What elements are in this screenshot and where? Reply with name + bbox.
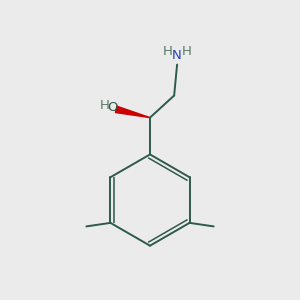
Text: H: H (163, 45, 173, 58)
Polygon shape (116, 106, 150, 118)
Text: N: N (172, 49, 182, 62)
Text: H: H (100, 99, 110, 112)
Text: H: H (181, 45, 191, 58)
Text: O: O (107, 101, 118, 114)
